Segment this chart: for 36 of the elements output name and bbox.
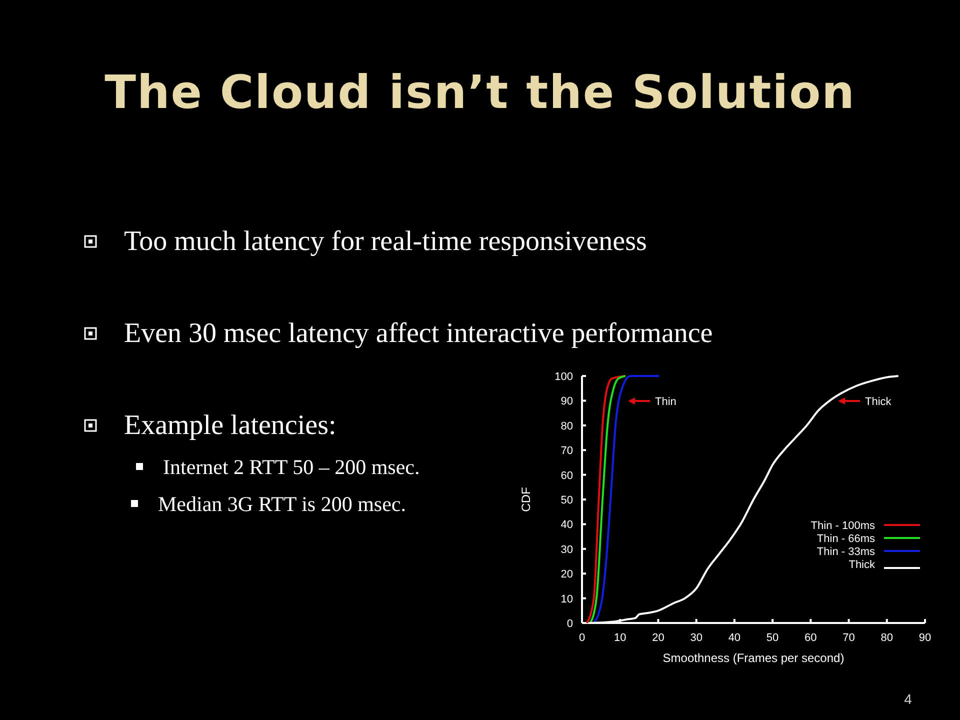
legend-label: Thin - 100ms <box>810 520 876 532</box>
x-tick-label: 50 <box>766 632 779 644</box>
y-tick-label: 50 <box>560 494 573 506</box>
text: Too much latency for real-time responsiveness <box>124 226 647 257</box>
y-tick-label: 30 <box>560 544 573 556</box>
chart-title: The Cloud isn’t the Solution <box>104 65 856 119</box>
y-tick-label: 70 <box>560 445 573 458</box>
x-tick-label: 0 <box>578 632 586 644</box>
y-tick-label: 100 <box>554 371 573 383</box>
y-tick-label: 20 <box>560 568 573 581</box>
text: Internet 2 RTT 50 – 200 msec. <box>163 455 420 479</box>
y-tick-label: 80 <box>560 420 573 432</box>
x-tick-label: 60 <box>804 632 817 644</box>
x-tick-label: 90 <box>918 632 932 644</box>
y-tick-label: 10 <box>560 593 573 606</box>
y-axis-title: CDF <box>519 487 533 512</box>
x-tick-label: 40 <box>728 632 741 644</box>
y-tick-label: 90 <box>560 396 573 408</box>
y-tick-label: 0 <box>566 618 573 630</box>
text: 4 <box>904 691 912 707</box>
y-tick-label: 60 <box>560 470 573 482</box>
x-tick-label: 30 <box>690 632 702 644</box>
x-tick-label: 10 <box>614 632 626 644</box>
y-tick-label: 40 <box>560 519 573 532</box>
annotation: Thin <box>655 396 676 408</box>
legend-label: Thin - 33ms <box>816 546 876 558</box>
x-tick-label: 70 <box>842 632 855 644</box>
text: Example latencies: <box>124 410 336 441</box>
text: Median 3G RTT is 200 msec. <box>158 492 406 516</box>
legend-label: Thin - 66ms <box>816 533 876 545</box>
text: Even 30 msec latency affect interactive performance <box>124 318 713 349</box>
legend-label: Thick <box>848 559 876 571</box>
annotation: Thick <box>865 396 892 408</box>
x-axis-title: Smoothness (Frames per second) <box>662 651 844 665</box>
x-tick-label: 20 <box>652 632 664 644</box>
x-tick-label: 80 <box>880 632 894 644</box>
